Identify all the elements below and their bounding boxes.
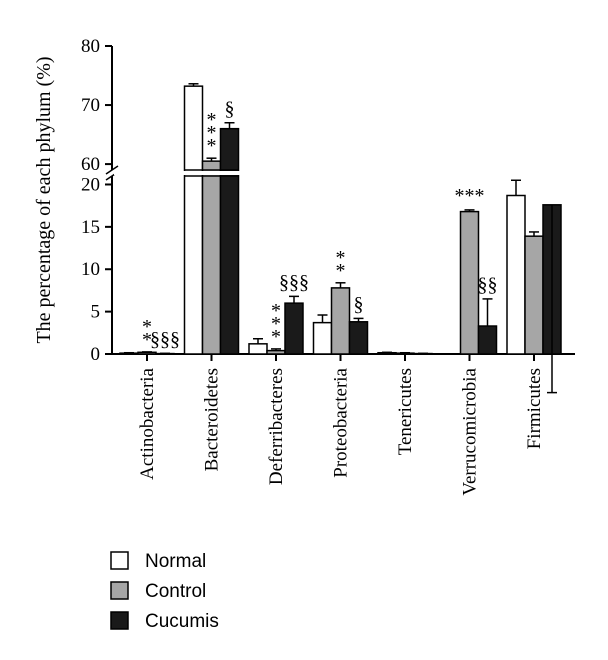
bar-control-bacteroidetes — [201, 160, 222, 355]
bar-cucumis-verrucomicrobia — [477, 325, 498, 355]
bar-normal-deferribacteres — [248, 343, 268, 355]
y-tick-label: 70 — [81, 95, 100, 116]
axis-break-mark — [105, 165, 119, 175]
axis-break-gap — [114, 171, 577, 175]
legend-swatch-control — [110, 581, 129, 600]
bar-cucumis-bacteroidetes — [219, 127, 240, 355]
legend: Normal Control Cucumis — [110, 551, 219, 632]
bar-control-deferribacteres — [266, 349, 286, 355]
legend-swatch-cucumis — [110, 611, 129, 630]
significance-mark: *** — [455, 185, 485, 207]
category-label: Firmicutes — [524, 368, 545, 449]
y-tick-label: 15 — [81, 217, 100, 238]
significance-mark: * — [271, 313, 281, 335]
bar-cucumis-deferribacteres — [284, 302, 304, 355]
bar-control-proteobacteria — [330, 287, 351, 355]
y-tick-label: 20 — [81, 174, 100, 195]
significance-mark: * — [207, 109, 217, 131]
legend-label-control: Control — [145, 581, 206, 602]
category-label: Bacteroidetes — [202, 368, 223, 471]
bar-normal-proteobacteria — [312, 321, 333, 355]
category-label: Actinobacteria — [137, 367, 158, 479]
significance-mark: §§§ — [279, 271, 309, 293]
significance-mark: * — [142, 316, 152, 338]
bar-control-verrucomicrobia — [459, 210, 480, 355]
y-tick-label: 5 — [91, 302, 101, 323]
significance-mark: § — [354, 293, 364, 315]
bar-normal-bacteroidetes — [183, 85, 204, 355]
significance-mark: * — [271, 300, 281, 322]
bar-normal-firmicutes — [506, 194, 526, 355]
y-tick-label: 0 — [91, 344, 101, 365]
significance-mark: §§§ — [150, 328, 180, 350]
significance-mark: * — [271, 326, 281, 348]
category-label: Tenericutes — [395, 368, 416, 455]
y-axis-label: The percentage of each phylum (%) — [33, 56, 55, 343]
category-label: Deferribacteres — [266, 368, 287, 485]
significance-mark: § — [225, 98, 235, 120]
legend-label-cucumis: Cucumis — [145, 611, 219, 632]
significance-mark: * — [207, 122, 217, 144]
significance-mark: §§ — [478, 274, 498, 296]
y-tick-label: 10 — [81, 259, 100, 280]
significance-mark: * — [336, 260, 346, 282]
significance-mark: * — [336, 247, 346, 269]
legend-label-normal: Normal — [145, 551, 206, 572]
bars — [114, 83, 577, 394]
significance-annotations: **§§§***§***§§§**§***§§ — [142, 98, 498, 351]
bar-cucumis-proteobacteria — [348, 321, 369, 355]
y-tick-label: 80 — [81, 36, 100, 57]
significance-mark: * — [142, 329, 152, 351]
bar-control-firmicutes — [524, 235, 544, 355]
y-tick-label: 60 — [81, 154, 100, 175]
significance-mark: * — [207, 135, 217, 157]
category-label: Verrucomicrobia — [460, 367, 481, 495]
legend-swatch-normal — [110, 551, 129, 570]
category-label: Proteobacteria — [331, 367, 352, 477]
category-labels: Actinobacteria Bacteroidetes Deferribacter… — [137, 367, 545, 495]
